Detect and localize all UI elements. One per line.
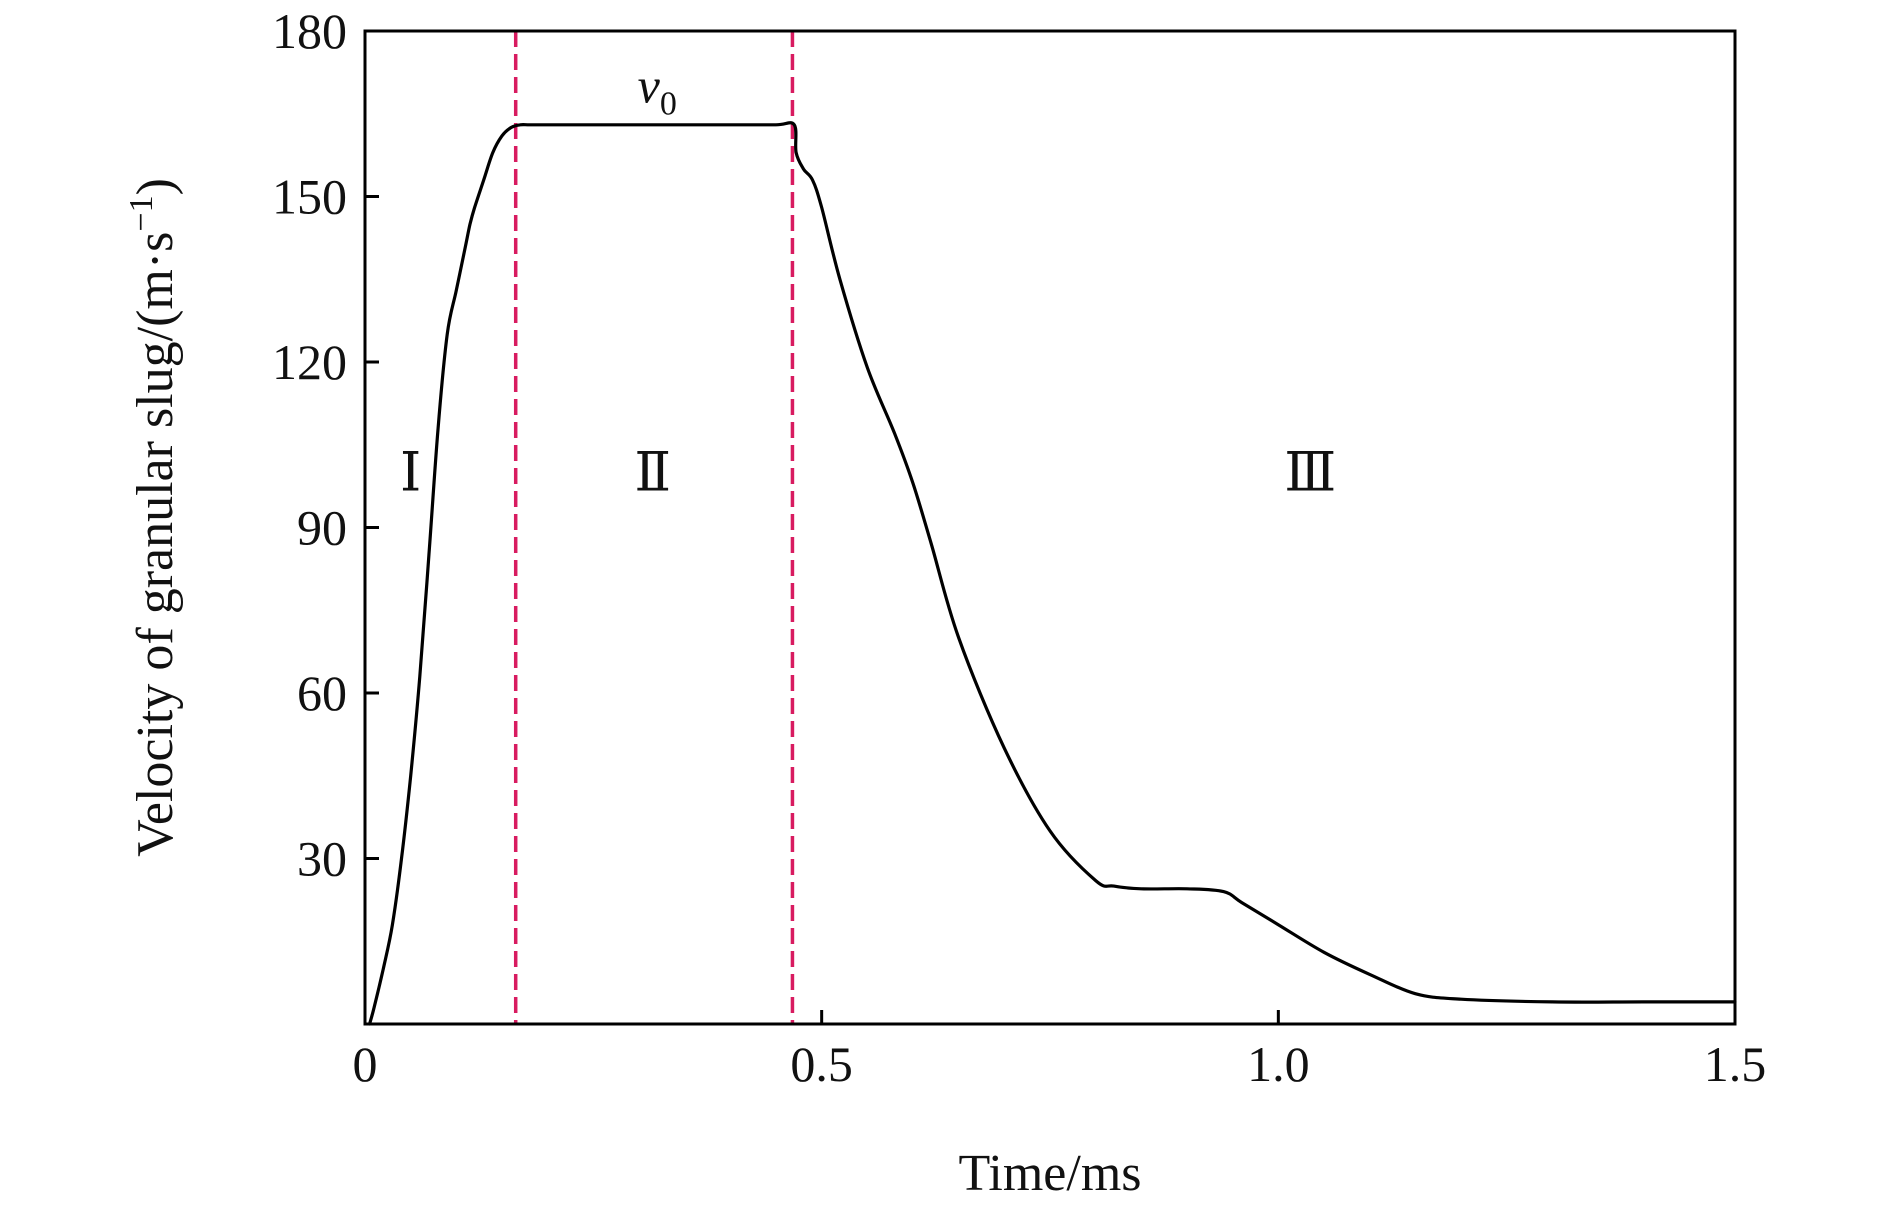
y-tick-label: 120 [272,334,347,390]
v0-label: v0 [638,58,677,123]
x-tick-label: 1.0 [1247,1036,1310,1092]
phase-label: Ⅰ [400,442,421,502]
y-tick-label: 90 [297,500,347,556]
x-tick-label: 1.5 [1704,1036,1767,1092]
x-axis-title: Time/ms [958,1145,1141,1202]
y-axis-title: Velocity of granular slug/(m·s−1) [123,178,184,857]
series-layer [368,121,1737,1026]
v0-label-main: v [638,58,661,114]
y-axis-title-close: ) [127,178,184,195]
plot-frame [363,29,1737,1026]
y-axis-title-exponent: −1 [123,195,160,231]
y-tick-label: 180 [272,3,347,59]
phase-label: Ⅱ [634,442,671,502]
velocity-curve-1 [368,121,1737,1026]
x-tick-label: 0 [353,1036,378,1092]
y-tick-label: 60 [297,665,347,721]
x-tick-label: 0.5 [790,1036,853,1092]
y-axis-title-main: Velocity of granular slug/(m·s [127,232,184,857]
phase-label: Ⅲ [1284,442,1336,502]
axis-ticks: 0 0.5 1.0 1.5 30 60 90 120 150 180 [272,3,1766,1092]
annotations: v0 Ⅰ Ⅱ Ⅲ [400,58,1336,503]
v0-label-subscript: 0 [660,86,677,123]
phase-boundary-lines [513,31,795,1024]
y-tick-label: 30 [297,831,347,887]
y-tick-label: 150 [272,169,347,225]
